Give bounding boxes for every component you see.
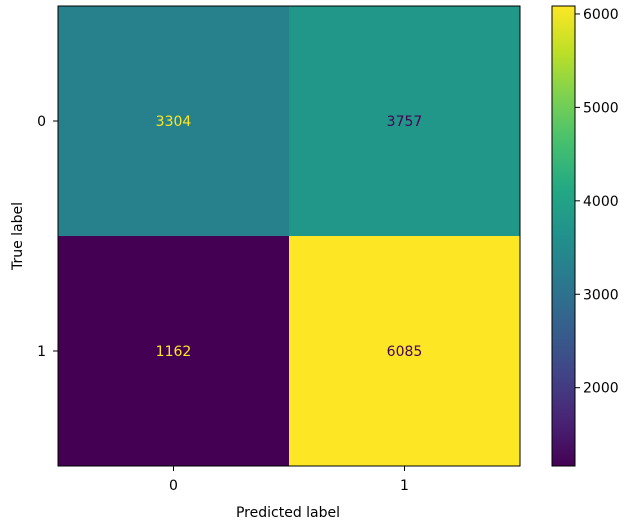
y-axis-label: True label (10, 202, 26, 271)
colorbar-tick-label: 6000 (583, 7, 619, 23)
colorbar-tick-label: 2000 (583, 381, 619, 397)
axes: 0 1 0 1 (37, 5, 521, 494)
cell-value-0-1: 3757 (387, 114, 423, 130)
plot-frame (57, 5, 521, 467)
y-tick-label: 1 (37, 344, 46, 360)
x-tick-label: 1 (400, 478, 409, 494)
colorbar-tick-label: 5000 (583, 100, 619, 116)
cell-value-0-0: 3304 (156, 114, 192, 130)
cell-value-1-0: 1162 (156, 344, 192, 360)
colorbar-tick-label: 3000 (583, 287, 619, 303)
heatmap-cell-0-1 (289, 6, 520, 236)
heatmap-cell-1-1 (289, 236, 520, 466)
colorbar-frame (551, 5, 576, 467)
x-axis-label: Predicted label (236, 505, 340, 521)
colorbar-gradient (552, 6, 575, 466)
colorbar: 2000 3000 4000 5000 6000 (551, 5, 619, 467)
heatmap-cells (58, 6, 520, 466)
y-tick-label: 0 (37, 114, 46, 130)
cell-value-labels: 3304 3757 1162 6085 (156, 114, 423, 360)
x-tick-label: 0 (169, 478, 178, 494)
colorbar-tick-label: 4000 (583, 194, 619, 210)
cell-value-1-1: 6085 (387, 344, 423, 360)
heatmap-cell-0-0 (58, 6, 289, 236)
heatmap-cell-1-0 (58, 236, 289, 466)
